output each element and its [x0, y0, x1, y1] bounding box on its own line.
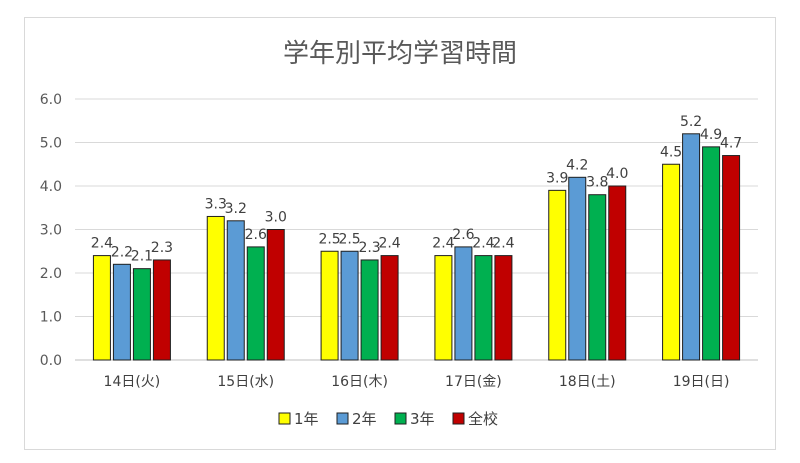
data-label: 2.5: [338, 231, 360, 247]
x-tick-label: 18日(土): [559, 374, 616, 390]
legend-swatch: [452, 412, 465, 425]
data-label: 2.4: [492, 236, 514, 252]
y-tick-label: 6.0: [40, 92, 62, 108]
bars: [92, 133, 741, 361]
data-label: 2.4: [432, 236, 454, 252]
bar: [722, 155, 741, 361]
y-tick-label: 1.0: [40, 310, 62, 326]
bar: [548, 189, 567, 361]
bar: [662, 163, 681, 361]
data-label: 2.4: [91, 236, 113, 252]
legend-label: 1年: [294, 410, 319, 428]
bar: [226, 220, 245, 361]
data-label: 2.6: [452, 227, 474, 243]
chart-title: 学年別平均学習時間: [283, 39, 517, 69]
legend-item: 3年: [394, 410, 435, 428]
data-label: 2.4: [472, 236, 494, 252]
legend-swatch: [278, 412, 291, 425]
data-label: 2.2: [111, 244, 133, 260]
data-label: 2.4: [378, 236, 400, 252]
x-tick-label: 14日(火): [104, 374, 161, 390]
data-label: 2.1: [131, 249, 153, 265]
data-label: 2.3: [358, 240, 380, 256]
x-tick-label: 19日(日): [673, 374, 730, 390]
legend-item: 全校: [452, 410, 498, 428]
x-tick-label: 17日(金): [445, 374, 502, 390]
y-tick-label: 4.0: [40, 179, 62, 195]
x-tick-label: 16日(木): [331, 374, 388, 390]
legend-label: 全校: [468, 410, 498, 428]
legend-label: 2年: [352, 410, 377, 428]
data-label: 5.2: [680, 114, 702, 130]
data-label: 2.6: [245, 227, 267, 243]
bar: [246, 246, 265, 361]
chart-frame: [24, 17, 776, 450]
data-label: 2.5: [318, 231, 340, 247]
data-label: 3.8: [586, 175, 608, 191]
y-tick-label: 2.0: [40, 266, 62, 282]
bar: [340, 250, 359, 361]
bar: [454, 246, 473, 361]
data-label: 3.9: [546, 170, 568, 186]
data-label: 4.9: [700, 127, 722, 143]
legend-label: 3年: [410, 410, 435, 428]
x-axis: 14日(火) 15日(水) 16日(木) 17日(金) 18日(土) 19日(日): [104, 374, 730, 390]
bar: [206, 215, 225, 361]
data-label: 4.0: [606, 166, 628, 182]
y-axis: 0.0 1.0 2.0 3.0 4.0 5.0 6.0: [40, 92, 62, 369]
y-tick-label: 0.0: [40, 353, 62, 369]
bar: [474, 255, 493, 361]
bar: [92, 255, 111, 361]
legend-swatch: [394, 412, 407, 425]
legend-swatch: [336, 412, 349, 425]
bar: [588, 194, 607, 361]
data-label: 4.5: [660, 144, 682, 160]
bar: [380, 255, 399, 361]
legend: 1年 2年 3年 全校: [278, 410, 498, 428]
data-label: 2.3: [151, 240, 173, 256]
data-label: 4.2: [566, 157, 588, 173]
bar: [132, 268, 151, 361]
bar: [702, 146, 721, 361]
bar: [568, 176, 587, 361]
bar: [320, 250, 339, 361]
legend-item: 1年: [278, 410, 319, 428]
data-label: 3.0: [265, 210, 287, 226]
bar: [266, 229, 285, 361]
bar: [360, 259, 379, 361]
data-label: 4.7: [720, 136, 742, 152]
bar: [608, 185, 627, 361]
bar: [112, 263, 131, 361]
y-tick-label: 5.0: [40, 136, 62, 152]
x-tick-label: 15日(水): [217, 374, 274, 390]
data-label: 3.2: [225, 201, 247, 217]
bar: [152, 259, 171, 361]
bar: [494, 255, 513, 361]
bar: [434, 255, 453, 361]
y-tick-label: 3.0: [40, 223, 62, 239]
gridlines: [75, 98, 758, 361]
data-labels: 2.42.22.12.33.33.22.63.02.52.52.32.4 2.42…: [91, 114, 742, 265]
legend-item: 2年: [336, 410, 377, 428]
data-label: 3.3: [205, 196, 227, 212]
bar: [682, 133, 701, 361]
